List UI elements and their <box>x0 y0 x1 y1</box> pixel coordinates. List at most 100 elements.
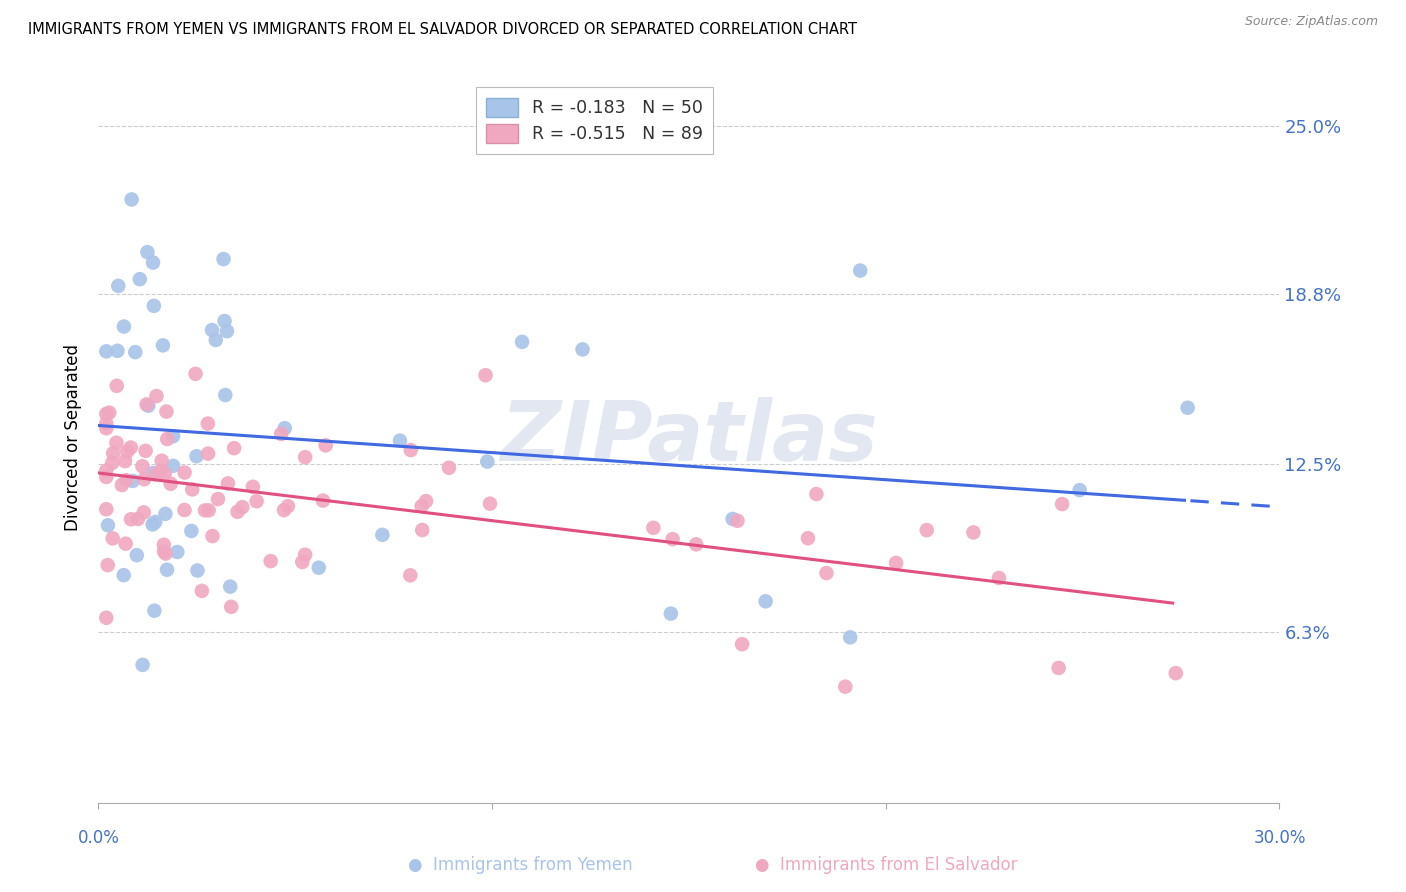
Point <box>242 480 264 494</box>
Point <box>661 532 683 546</box>
Point <box>105 435 128 450</box>
Point <box>96 417 118 431</box>
Point <box>245 494 267 508</box>
Point <box>510 334 533 349</box>
Point <box>194 503 217 517</box>
Point <box>294 548 316 562</box>
Point <box>114 536 136 550</box>
Text: IMMIGRANTS FROM YEMEN VS IMMIGRANTS FROM EL SALVADOR DIVORCED OR SEPARATED CORRE: IMMIGRANTS FROM YEMEN VS IMMIGRANTS FROM… <box>28 22 858 37</box>
Point <box>166 545 188 559</box>
Point <box>294 450 316 465</box>
Point <box>142 466 165 480</box>
Point <box>411 523 433 537</box>
Point <box>839 631 862 645</box>
Point <box>145 467 167 482</box>
Point <box>201 323 224 337</box>
Point <box>96 502 118 516</box>
Point <box>127 512 149 526</box>
Point <box>312 493 335 508</box>
Point <box>207 491 229 506</box>
Point <box>197 503 219 517</box>
Point <box>152 338 174 352</box>
Point <box>388 434 411 448</box>
Point <box>134 472 156 486</box>
Point <box>411 500 433 514</box>
Point <box>399 443 422 458</box>
Point <box>987 571 1010 585</box>
Point <box>97 518 120 533</box>
Point <box>143 604 166 618</box>
Point <box>884 556 907 570</box>
Point <box>138 399 160 413</box>
Point <box>219 599 242 614</box>
Point <box>120 441 142 455</box>
Point <box>103 446 125 460</box>
Point <box>153 467 176 481</box>
Point <box>643 521 665 535</box>
Legend: R = -0.183   N = 50, R = -0.515   N = 89: R = -0.183 N = 50, R = -0.515 N = 89 <box>477 87 713 153</box>
Point <box>437 460 460 475</box>
Point <box>214 314 236 328</box>
Point <box>277 499 299 513</box>
Point <box>96 470 118 484</box>
Point <box>96 611 118 625</box>
Point <box>270 426 292 441</box>
Point <box>291 555 314 569</box>
Point <box>962 525 984 540</box>
Point <box>197 417 219 431</box>
Point <box>659 607 682 621</box>
Point <box>136 245 159 260</box>
Point <box>155 547 177 561</box>
Point <box>135 397 157 411</box>
Point <box>204 333 226 347</box>
Point <box>1069 483 1091 498</box>
Point <box>153 538 176 552</box>
Point <box>260 554 283 568</box>
Point <box>97 558 120 573</box>
Point <box>222 441 245 455</box>
Text: ●  Immigrants from El Salvador: ● Immigrants from El Salvador <box>755 855 1017 873</box>
Point <box>315 438 337 452</box>
Point <box>308 560 330 574</box>
Point <box>721 512 744 526</box>
Point <box>101 532 124 546</box>
Point <box>849 263 872 277</box>
Point <box>115 473 138 487</box>
Point <box>685 537 707 551</box>
Point <box>478 497 501 511</box>
Point <box>153 544 176 558</box>
Point <box>156 432 179 446</box>
Point <box>571 343 593 357</box>
Point <box>156 563 179 577</box>
Point <box>1050 497 1073 511</box>
Point <box>806 487 828 501</box>
Point <box>371 528 394 542</box>
Point <box>121 193 143 207</box>
Point <box>197 447 219 461</box>
Point <box>132 505 155 519</box>
Point <box>135 443 157 458</box>
Point <box>834 680 856 694</box>
Text: 0.0%: 0.0% <box>77 829 120 847</box>
Point <box>173 503 195 517</box>
Point <box>731 637 754 651</box>
Point <box>98 406 121 420</box>
Point <box>155 404 177 418</box>
Text: ●  Immigrants from Yemen: ● Immigrants from Yemen <box>408 855 633 873</box>
Point <box>399 568 422 582</box>
Point <box>1177 401 1199 415</box>
Point <box>101 456 124 470</box>
Point <box>191 583 214 598</box>
Point <box>128 272 150 286</box>
Point <box>915 523 938 537</box>
Point <box>112 568 135 582</box>
Point <box>142 517 165 532</box>
Y-axis label: Divorced or Separated: Divorced or Separated <box>65 343 83 531</box>
Point <box>219 580 242 594</box>
Point <box>159 476 181 491</box>
Point <box>201 529 224 543</box>
Point <box>111 478 134 492</box>
Point <box>131 459 153 474</box>
Point <box>180 524 202 538</box>
Point <box>815 566 838 580</box>
